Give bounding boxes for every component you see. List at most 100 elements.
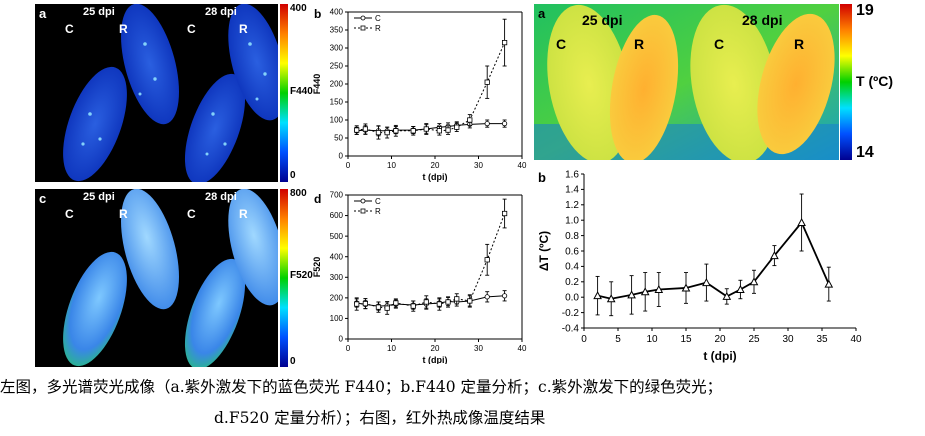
data-point xyxy=(423,299,429,305)
colorbar-min: 0 xyxy=(290,356,296,367)
y-tick-label: 700 xyxy=(330,191,344,200)
x-tick-label: 5 xyxy=(615,334,621,345)
thermal-colorbar xyxy=(840,4,852,160)
f520-leaves-image xyxy=(63,189,278,367)
x-axis-label: t (dpi) xyxy=(703,349,736,363)
data-point xyxy=(354,301,360,307)
resistant-label: R xyxy=(634,36,645,52)
data-point xyxy=(362,126,369,132)
dpi-label: 25 dpi xyxy=(83,191,115,203)
data-point xyxy=(436,128,442,134)
data-point xyxy=(410,128,416,134)
data-point xyxy=(736,284,745,293)
control-label: C xyxy=(65,22,74,36)
control-label: C xyxy=(187,207,196,221)
figure-caption-line2: d.F520 定量分析）；右图，红外热成像温度结果 xyxy=(214,409,546,427)
y-axis-label: F440 xyxy=(312,74,322,95)
y-tick-label: 0.6 xyxy=(565,246,579,257)
legend-label: C xyxy=(375,14,381,23)
series-line-R xyxy=(356,42,506,134)
x-tick-label: 35 xyxy=(816,334,828,345)
data-point xyxy=(354,127,360,133)
y-tick-label: 400 xyxy=(330,8,344,17)
y-tick-label: 300 xyxy=(330,273,344,282)
colorbar-label: F520 xyxy=(290,270,313,281)
x-tick-label: 30 xyxy=(474,344,483,353)
panel-letter: d xyxy=(314,192,321,206)
data-point xyxy=(824,279,834,288)
thermal-leaves-image xyxy=(534,4,839,160)
x-tick-label: 0 xyxy=(346,344,351,353)
y-tick-label: 300 xyxy=(330,44,344,53)
control-label: C xyxy=(556,36,567,52)
temperature-max: 19 xyxy=(856,2,874,19)
temperature-min: 14 xyxy=(856,144,874,161)
f440-leaves-image xyxy=(63,4,278,182)
dpi-label: 28 dpi xyxy=(742,12,783,28)
data-point xyxy=(640,287,650,296)
data-point xyxy=(393,300,399,306)
thermal-image-panel: a 25 dpi 28 dpi C R C R xyxy=(534,4,839,160)
data-point xyxy=(484,121,490,127)
y-tick-label: 250 xyxy=(330,62,344,71)
figure-caption-line1: 左图，多光谱荧光成像（a.紫外激发下的蓝色荧光 F440；b.F440 定量分析… xyxy=(0,378,723,396)
chart-f440-svg: b 0 50 100 150 200 250 300 350 400 0 10 20 30 40 t (dpi… xyxy=(312,7,527,182)
control-label: C xyxy=(65,207,74,221)
chart-delta-t: b -0.4 -0.2 0.0 0.2 0.4 0.6 0.8 1.0 1.2 1.4 1.6 0 5 10… xyxy=(534,164,874,364)
temperature-label: T (ºC) xyxy=(856,73,893,89)
resistant-label: R xyxy=(239,207,248,221)
f520-image-panel: c 25 dpi 28 dpi C R C R xyxy=(35,189,278,367)
y-tick-label: 400 xyxy=(330,252,344,261)
x-tick-label: 25 xyxy=(748,334,760,345)
y-tick-label: 0 xyxy=(339,152,344,161)
x-tick-label: 40 xyxy=(518,344,527,353)
colorbar-max: 400 xyxy=(290,3,307,14)
colorbar-label: F440 xyxy=(290,86,313,97)
f440-colorbar xyxy=(280,4,288,182)
panel-letter: a xyxy=(538,6,546,21)
data-point xyxy=(362,301,369,307)
legend-marker xyxy=(360,208,366,214)
x-tick-label: 15 xyxy=(680,334,692,345)
data-point xyxy=(393,128,399,134)
data-point xyxy=(484,257,490,263)
resistant-label: R xyxy=(119,22,128,36)
data-point xyxy=(770,251,779,260)
x-axis-label: t (dpi) xyxy=(423,355,448,364)
y-tick-label: 500 xyxy=(330,232,344,241)
data-point xyxy=(502,121,508,127)
panel-letter: b xyxy=(538,170,546,185)
x-tick-label: 10 xyxy=(387,344,396,353)
chart-f520-svg: d 0 100 200 300 400 500 600 700 0 10 20 30 40 t (dpi) F… xyxy=(312,191,527,364)
data-point xyxy=(501,210,508,217)
dpi-label: 25 dpi xyxy=(83,6,115,18)
y-tick-label: 1.2 xyxy=(565,200,579,211)
y-axis-label: ΔT (ºC) xyxy=(537,231,551,271)
y-tick-label: 200 xyxy=(330,294,344,303)
data-point xyxy=(501,40,508,46)
y-tick-label: 0.4 xyxy=(565,262,579,273)
colorbar-min: 0 xyxy=(290,170,296,181)
x-axis-label: t (dpi) xyxy=(423,172,448,182)
x-tick-label: 40 xyxy=(518,161,527,170)
data-point xyxy=(702,278,711,287)
resistant-label: R xyxy=(794,36,805,52)
resistant-label: R xyxy=(119,207,128,221)
data-point xyxy=(484,294,490,300)
y-tick-label: 0 xyxy=(339,335,344,344)
chart-f440: b 0 50 100 150 200 250 300 350 400 0 10 20 30 40 t (dpi… xyxy=(310,4,532,184)
data-point xyxy=(749,277,759,286)
y-tick-label: 600 xyxy=(330,211,344,220)
y-tick-label: 150 xyxy=(330,98,344,107)
data-point xyxy=(467,117,473,123)
y-tick-label: 100 xyxy=(330,116,344,125)
legend-marker xyxy=(360,15,366,21)
dpi-label: 28 dpi xyxy=(205,191,237,203)
data-point xyxy=(445,127,451,133)
data-point xyxy=(797,217,806,227)
data-point xyxy=(375,304,382,310)
data-point xyxy=(454,296,460,302)
x-tick-label: 10 xyxy=(387,161,396,170)
x-tick-label: 30 xyxy=(782,334,794,345)
legend-marker xyxy=(360,25,366,31)
